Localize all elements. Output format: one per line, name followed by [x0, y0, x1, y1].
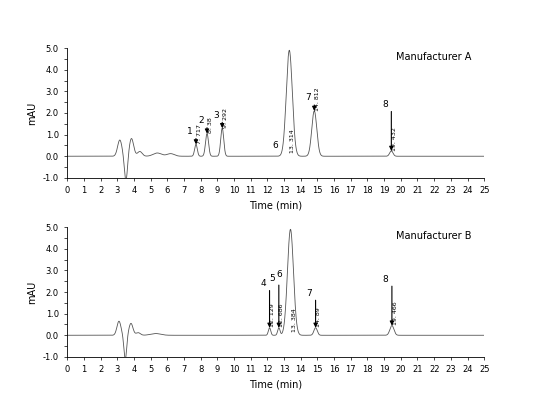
Text: 14. 89: 14. 89 [316, 308, 321, 328]
Text: 6: 6 [277, 270, 282, 279]
Text: 1: 1 [187, 127, 193, 136]
Text: 8: 8 [382, 100, 388, 109]
X-axis label: Time (min): Time (min) [249, 380, 302, 390]
Text: 12. 129: 12. 129 [270, 304, 275, 328]
X-axis label: Time (min): Time (min) [249, 201, 302, 211]
Text: 19. 432: 19. 432 [392, 127, 397, 151]
Text: 7. 717: 7. 717 [196, 124, 202, 144]
Text: 13. 384: 13. 384 [292, 308, 296, 332]
Y-axis label: mAU: mAU [27, 280, 37, 304]
Text: 8: 8 [383, 275, 388, 284]
Text: 8. 38: 8. 38 [208, 117, 213, 133]
Text: 7: 7 [305, 93, 311, 102]
Text: 14. 812: 14. 812 [315, 87, 320, 111]
Text: 6: 6 [272, 141, 278, 150]
Text: 12. 686: 12. 686 [280, 304, 285, 328]
Text: 13. 314: 13. 314 [291, 129, 295, 153]
Text: 5: 5 [270, 273, 275, 283]
Text: 2: 2 [199, 116, 204, 125]
Y-axis label: mAU: mAU [27, 101, 37, 125]
Text: 3: 3 [213, 111, 219, 119]
Text: 4: 4 [260, 279, 266, 288]
Text: Manufacturer B: Manufacturer B [396, 231, 472, 241]
Text: Manufacturer A: Manufacturer A [397, 52, 472, 62]
Text: 9. 292: 9. 292 [223, 108, 228, 128]
Text: 19. 466: 19. 466 [393, 302, 398, 325]
Text: 7: 7 [306, 289, 312, 298]
